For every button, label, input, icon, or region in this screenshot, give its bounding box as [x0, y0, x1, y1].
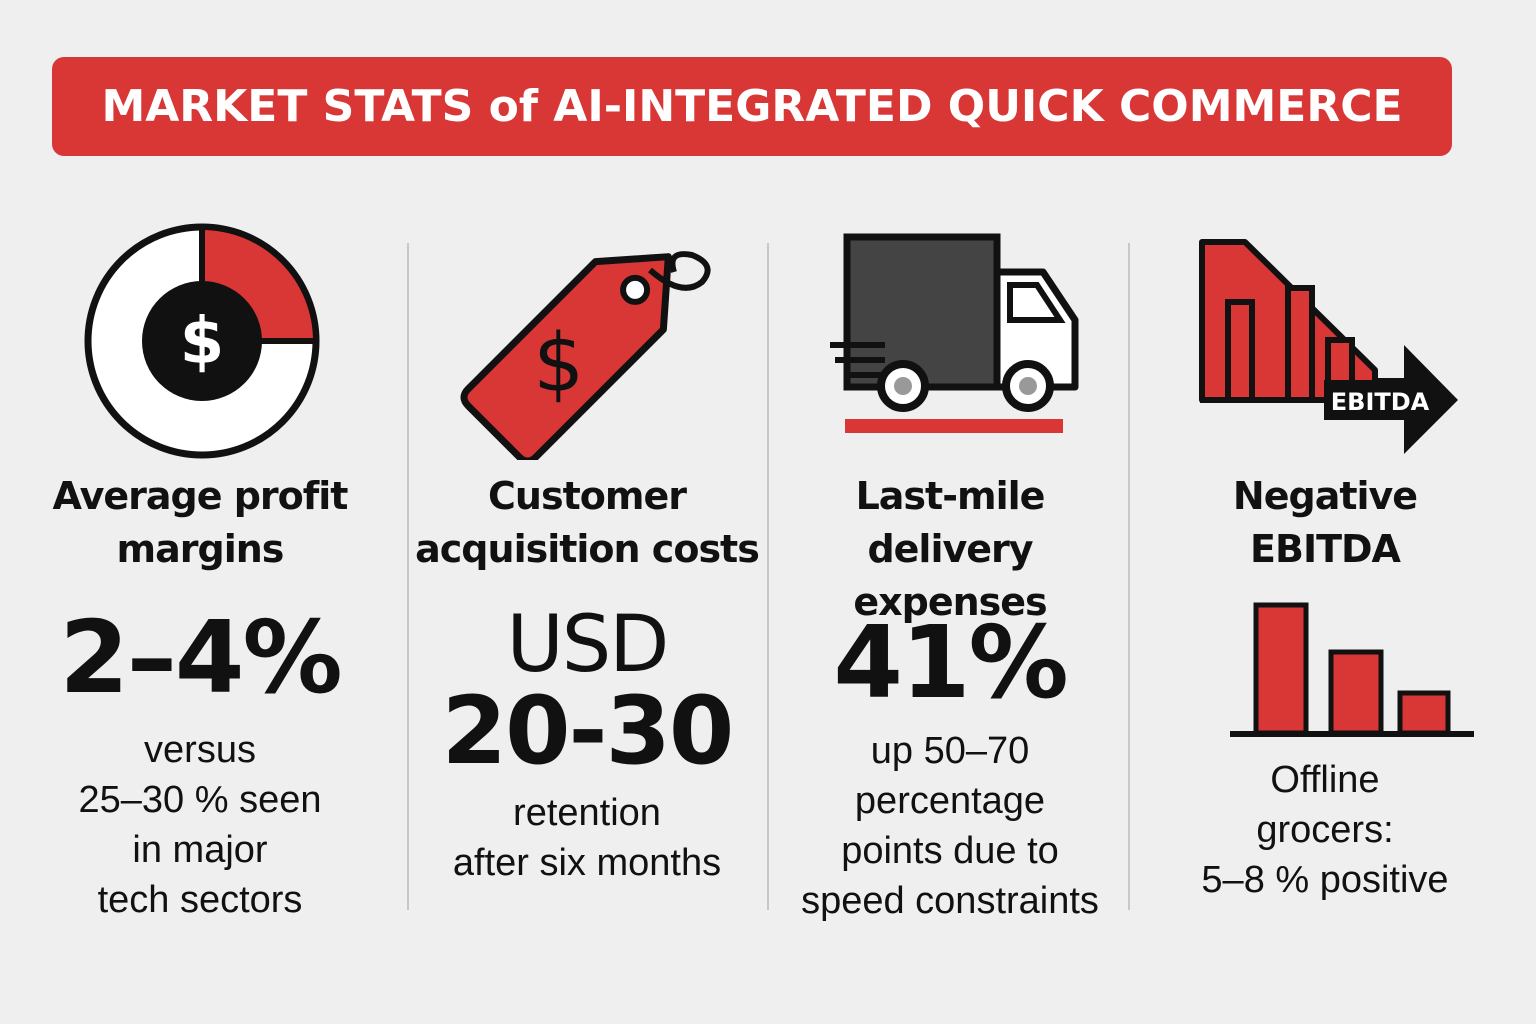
- dollar-pie-icon: $: [84, 223, 320, 459]
- stat-delivery-expenses: Last-mile delivery expenses 41% up 50–70…: [775, 220, 1125, 940]
- stat-detail: up 50–70: [870, 730, 1030, 772]
- stat-profit-margins: $ Average profit margins 2–4% versus 25–…: [25, 220, 375, 940]
- stat-negative-ebitda: EBITDA Negative EBITDA Offline grocers: …: [1150, 220, 1500, 940]
- ebitda-label: EBITDA: [1331, 388, 1430, 416]
- stat-value-currency: USD: [506, 600, 670, 690]
- mini-bar-chart-icon: [1230, 602, 1474, 737]
- stat-detail: Offline: [1270, 759, 1380, 801]
- stat-detail: tech sectors: [97, 879, 303, 921]
- stat-detail: percentage: [854, 780, 1046, 822]
- stat-acquisition-costs: $ Customer acquisition costs USD 20-30 r…: [412, 220, 762, 940]
- declining-bar-chart-icon: EBITDA: [1199, 239, 1458, 454]
- svg-text:$: $: [533, 316, 584, 409]
- column-divider: [407, 243, 409, 910]
- stat-value: 20-30: [441, 677, 735, 786]
- page-title: MARKET STATS of AI-INTEGRATED QUICK COMM…: [101, 81, 1403, 132]
- delivery-truck-icon: [830, 233, 1079, 433]
- stat-heading: Customer: [488, 474, 687, 518]
- stat-heading: Negative: [1232, 474, 1418, 518]
- svg-text:$: $: [180, 305, 225, 379]
- stat-heading: EBITDA: [1250, 527, 1401, 571]
- stat-heading: margins: [116, 527, 285, 571]
- title-banner: MARKET STATS of AI-INTEGRATED QUICK COMM…: [52, 57, 1452, 156]
- stat-detail: points due to: [841, 830, 1059, 872]
- stat-detail: versus: [144, 729, 256, 771]
- column-divider: [767, 243, 769, 910]
- stat-heading: Last-mile: [855, 474, 1046, 518]
- stat-heading: delivery expenses: [853, 527, 1047, 624]
- stat-detail: grocers:: [1256, 809, 1394, 851]
- stat-heading: Average profit: [52, 474, 349, 518]
- column-divider: [1128, 243, 1130, 910]
- stat-detail: 25–30 % seen: [78, 779, 322, 821]
- stat-detail: in major: [132, 829, 268, 871]
- stat-detail: after six months: [452, 842, 722, 884]
- stat-value: 2–4%: [59, 599, 342, 716]
- stat-detail: 5–8 % positive: [1201, 859, 1449, 901]
- stat-detail: retention: [513, 792, 661, 834]
- stat-heading: acquisition costs: [415, 527, 760, 571]
- stat-value: 41%: [833, 604, 1068, 721]
- price-tag-icon: $: [460, 251, 711, 460]
- stat-detail: speed constraints: [801, 880, 1099, 922]
